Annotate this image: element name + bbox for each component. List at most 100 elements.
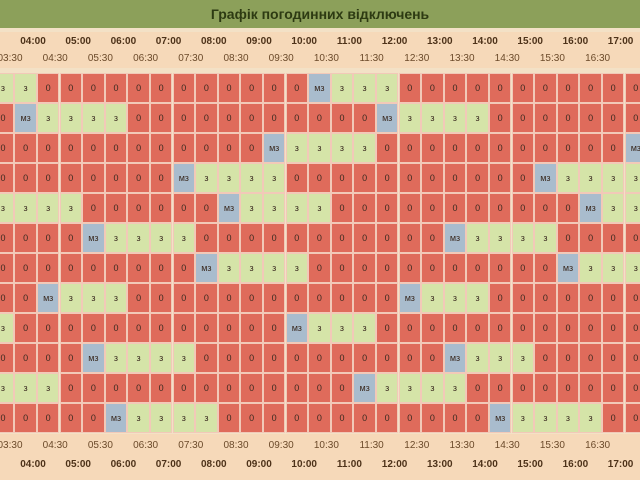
schedule-cell: 0 xyxy=(240,223,263,253)
schedule-cell: 0 xyxy=(149,163,173,193)
schedule-cell: 0 xyxy=(624,403,640,433)
schedule-cell: 0 xyxy=(127,73,150,103)
hour-label: 05:00 xyxy=(65,459,91,470)
schedule-cell: 0 xyxy=(59,253,83,283)
schedule-cell: 0 xyxy=(330,103,354,133)
schedule-cell: 0 xyxy=(511,103,535,133)
schedule-cell: 0 xyxy=(398,253,422,283)
schedule-cell: 0 xyxy=(104,313,128,343)
schedule-cell: 0 xyxy=(624,343,640,373)
schedule-cell: 0 xyxy=(398,343,422,373)
schedule-cell: 0 xyxy=(285,283,309,313)
schedule-cell: 0 xyxy=(398,193,422,223)
schedule-cell: з xyxy=(127,223,150,253)
schedule-cell: 0 xyxy=(262,103,286,133)
schedule-cell: 0 xyxy=(59,133,83,163)
schedule-cell: 0 xyxy=(398,403,422,433)
schedule-cell: 0 xyxy=(398,133,422,163)
schedule-cell: 0 xyxy=(601,313,625,343)
schedule-cell: 0 xyxy=(398,73,422,103)
schedule-cell: 0 xyxy=(14,253,37,283)
schedule-cell: 0 xyxy=(308,253,331,283)
schedule-cell: 0 xyxy=(421,223,444,253)
schedule-cell: з xyxy=(375,73,399,103)
hour-label: 06:00 xyxy=(110,36,137,47)
schedule-cell: з xyxy=(488,223,512,253)
footer-band xyxy=(0,434,640,480)
schedule-cell: 0 xyxy=(330,343,354,373)
schedule-cell: мз xyxy=(14,103,37,133)
schedule-cell: з xyxy=(14,193,37,223)
schedule-cell: 0 xyxy=(579,223,602,253)
schedule-cell: 0 xyxy=(240,373,263,403)
half-hour-label: 05:30 xyxy=(87,440,113,451)
schedule-cell: з xyxy=(262,163,286,193)
schedule-cell: 0 xyxy=(149,373,173,403)
schedule-cell: з xyxy=(466,343,489,373)
schedule-cell: 0 xyxy=(195,313,218,343)
schedule-cell: 0 xyxy=(149,103,173,133)
schedule-cell: 0 xyxy=(421,133,444,163)
schedule-cell: 0 xyxy=(149,313,173,343)
hour-label: 04:00 xyxy=(20,36,46,47)
schedule-cell: 0 xyxy=(82,253,105,283)
schedule-cell: 0 xyxy=(0,223,15,253)
schedule-cell: з xyxy=(375,373,399,403)
schedule-cell: 0 xyxy=(511,373,535,403)
schedule-cell: 0 xyxy=(421,343,444,373)
schedule-cell: 0 xyxy=(466,133,489,163)
hour-label: 16:00 xyxy=(562,36,589,47)
schedule-cell: 0 xyxy=(511,163,535,193)
schedule-cell: 0 xyxy=(195,283,218,313)
hour-label: 09:00 xyxy=(246,36,272,47)
schedule-cell: 0 xyxy=(511,313,535,343)
schedule-cell: 0 xyxy=(308,373,331,403)
schedule-cell: 0 xyxy=(534,373,557,403)
schedule-cell: 0 xyxy=(127,283,150,313)
schedule-cell: з xyxy=(0,73,15,103)
schedule-cell: 0 xyxy=(82,163,105,193)
schedule-cell: 0 xyxy=(240,313,263,343)
half-hour-label: 16:30 xyxy=(585,440,611,451)
hour-label: 11:00 xyxy=(336,36,362,47)
half-hour-label: 10:30 xyxy=(313,53,339,64)
schedule-cell: мз xyxy=(82,223,105,253)
schedule-cell: 0 xyxy=(353,223,376,253)
schedule-cell: 0 xyxy=(330,403,354,433)
schedule-cell: з xyxy=(443,373,467,403)
schedule-cell: з xyxy=(443,283,467,313)
schedule-cell: з xyxy=(443,103,467,133)
schedule-cell: 0 xyxy=(534,73,557,103)
schedule-cell: з xyxy=(217,253,241,283)
schedule-cell: 0 xyxy=(285,373,309,403)
schedule-cell: 0 xyxy=(488,283,512,313)
schedule-cell: 0 xyxy=(421,253,444,283)
hour-label: 13:00 xyxy=(427,36,453,47)
schedule-cell: з xyxy=(59,283,83,313)
schedule-cell: 0 xyxy=(398,163,422,193)
schedule-cell: з xyxy=(104,223,128,253)
schedule-cell: з xyxy=(330,73,354,103)
schedule-cell: 0 xyxy=(149,193,173,223)
schedule-cell: 0 xyxy=(127,253,150,283)
half-hour-label: 14:30 xyxy=(494,440,520,451)
schedule-cell: з xyxy=(240,253,263,283)
schedule-cell: з xyxy=(285,253,309,283)
schedule-cell: 0 xyxy=(556,133,580,163)
schedule-cell: 0 xyxy=(353,343,376,373)
schedule-cell: 0 xyxy=(14,163,37,193)
schedule-cell: 0 xyxy=(127,193,150,223)
schedule-cell: 0 xyxy=(375,283,399,313)
schedule-cell: мз xyxy=(443,223,467,253)
schedule-cell: 0 xyxy=(466,373,489,403)
schedule-cell: 0 xyxy=(127,163,150,193)
schedule-cell: 0 xyxy=(36,163,60,193)
hour-label: 05:00 xyxy=(65,36,91,47)
schedule-cell: 0 xyxy=(534,103,557,133)
half-hour-label: 10:30 xyxy=(313,440,339,451)
hour-label: 07:00 xyxy=(155,36,182,47)
hour-label: 14:00 xyxy=(472,36,498,47)
schedule-cell: з xyxy=(0,373,15,403)
schedule-cell: з xyxy=(466,103,489,133)
schedule-cell: з xyxy=(353,73,376,103)
